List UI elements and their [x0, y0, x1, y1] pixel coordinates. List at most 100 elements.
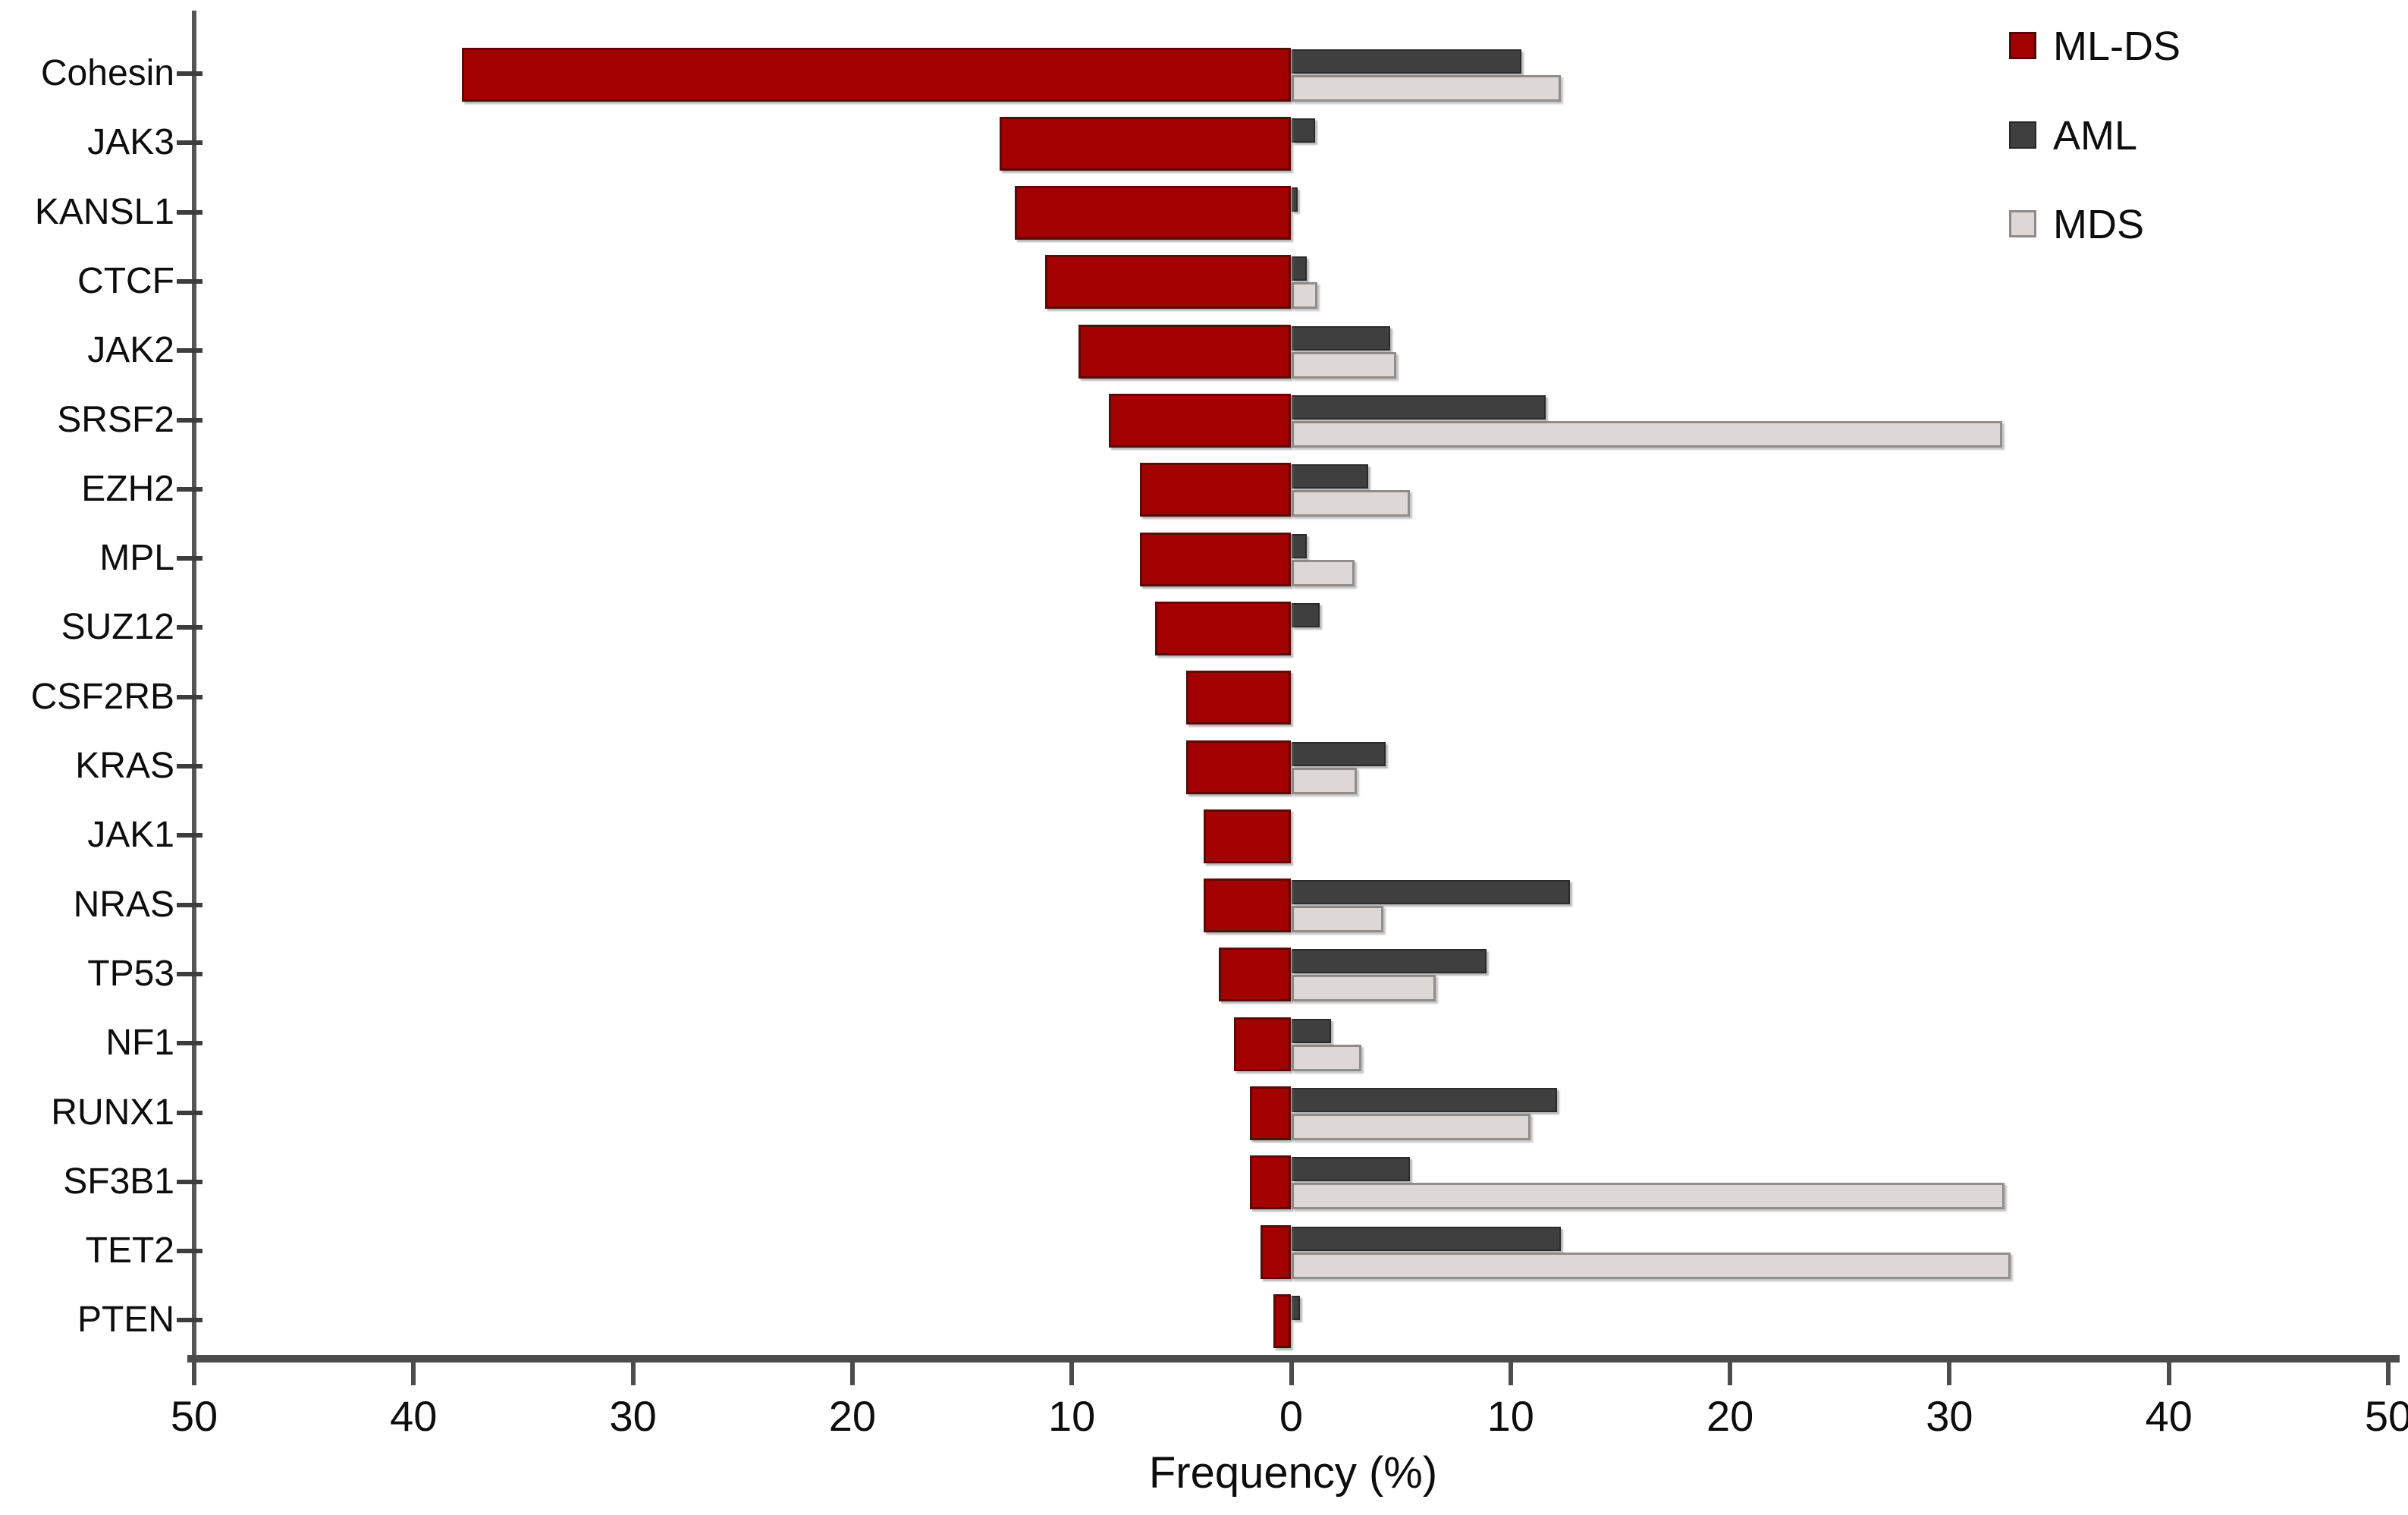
- x-tick-6: [1508, 1363, 1513, 1385]
- bar-mlds-csf2rb: [1185, 671, 1292, 725]
- bar-mlds-nras: [1203, 879, 1292, 933]
- gene-tick-csf2rb: [177, 694, 202, 699]
- row-kras: [194, 732, 2388, 801]
- row-ctcf: [194, 247, 2388, 316]
- row-sf3b1: [194, 1147, 2388, 1216]
- gene-label-jak2: JAK2: [87, 330, 174, 371]
- bar-mds-srsf2: [1291, 421, 2002, 448]
- row-csf2rb: [194, 662, 2388, 731]
- row-kansl1: [194, 178, 2388, 247]
- bar-aml-suz12: [1291, 602, 1320, 627]
- bar-mds-sf3b1: [1291, 1183, 2005, 1210]
- bar-mlds-tp53: [1219, 948, 1292, 1002]
- row-mpl: [194, 524, 2388, 593]
- bar-aml-tp53: [1291, 949, 1487, 974]
- gene-tick-nf1: [177, 1041, 202, 1046]
- plot-area: [194, 0, 2388, 1362]
- x-tick-4: [1069, 1363, 1075, 1385]
- bar-mds-kras: [1291, 767, 1358, 794]
- bar-aml-ctcf: [1291, 256, 1307, 281]
- gene-tick-tp53: [177, 971, 202, 976]
- bar-aml-jak3: [1291, 118, 1316, 143]
- bar-mlds-suz12: [1155, 601, 1292, 655]
- gene-tick-srsf2: [177, 417, 202, 423]
- row-ezh2: [194, 454, 2388, 523]
- legend-label-aml: AML: [2053, 112, 2138, 159]
- x-tick-label-9: 40: [2145, 1392, 2193, 1440]
- bar-mlds-srsf2: [1109, 394, 1292, 448]
- bar-mds-runx1: [1291, 1114, 1531, 1140]
- legend-swatch-aml: [2009, 121, 2036, 149]
- bar-aml-kansl1: [1291, 187, 1298, 212]
- gene-tick-mpl: [177, 556, 202, 561]
- bar-aml-nras: [1291, 880, 1570, 905]
- x-tick-label-3: 20: [828, 1392, 877, 1440]
- gene-tick-jak1: [177, 833, 202, 838]
- row-nras: [194, 870, 2388, 939]
- gene-tick-sf3b1: [177, 1179, 202, 1184]
- gene-label-tp53: TP53: [87, 953, 174, 994]
- bar-mlds-ctcf: [1045, 255, 1292, 310]
- x-tick-1: [411, 1363, 416, 1385]
- bar-mds-jak2: [1291, 351, 1397, 379]
- row-jak3: [194, 108, 2388, 178]
- row-jak2: [194, 316, 2388, 385]
- gene-label-srsf2: SRSF2: [57, 399, 174, 440]
- bar-mlds-nf1: [1234, 1017, 1292, 1071]
- bar-aml-jak2: [1291, 325, 1390, 350]
- bar-mds-tet2: [1291, 1252, 2011, 1279]
- x-tick-10: [2386, 1363, 2391, 1385]
- gene-label-tet2: TET2: [85, 1231, 174, 1271]
- gene-tick-suz12: [177, 625, 202, 630]
- bar-aml-tet2: [1291, 1226, 1562, 1251]
- bar-mds-ezh2: [1291, 490, 1410, 517]
- x-axis-line: [187, 1355, 2400, 1363]
- bar-aml-nf1: [1291, 1018, 1331, 1043]
- x-tick-label-8: 30: [1926, 1392, 1973, 1440]
- bar-aml-mpl: [1291, 533, 1307, 558]
- bar-aml-kras: [1291, 741, 1386, 766]
- x-tick-label-4: 10: [1048, 1392, 1096, 1440]
- x-axis-title: Frequency (%): [1148, 1448, 1438, 1498]
- gene-tick-runx1: [177, 1110, 202, 1115]
- gene-label-pten: PTEN: [77, 1300, 174, 1341]
- gene-label-csf2rb: CSF2RB: [30, 676, 174, 717]
- bar-mlds-jak2: [1078, 324, 1292, 379]
- bar-mds-nf1: [1291, 1044, 1362, 1071]
- bar-aml-pten: [1291, 1295, 1301, 1320]
- gene-tick-kras: [177, 764, 202, 769]
- x-tick-label-5: 0: [1279, 1392, 1304, 1440]
- legend-swatch-mds: [2009, 210, 2036, 237]
- gene-tick-tet2: [177, 1249, 202, 1254]
- x-tick-2: [630, 1363, 636, 1385]
- x-tick-3: [849, 1363, 855, 1385]
- gene-tick-ctcf: [177, 278, 202, 284]
- x-tick-9: [2166, 1363, 2171, 1385]
- gene-label-mpl: MPL: [99, 538, 174, 579]
- gene-tick-pten: [177, 1318, 202, 1323]
- gene-label-kansl1: KANSL1: [34, 191, 174, 232]
- x-tick-label-10: 50: [2364, 1392, 2408, 1440]
- x-tick-5: [1289, 1363, 1294, 1385]
- gene-label-jak1: JAK1: [87, 815, 174, 856]
- row-pten: [194, 1286, 2388, 1355]
- gene-tick-cohesin: [177, 71, 202, 76]
- bar-mds-mpl: [1291, 559, 1355, 586]
- legend-swatch-mlds: [2009, 32, 2036, 59]
- bar-mlds-kansl1: [1014, 186, 1292, 240]
- x-tick-label-0: 50: [170, 1392, 218, 1440]
- bar-mds-ctcf: [1291, 282, 1318, 310]
- row-cohesin: [194, 39, 2388, 108]
- gene-label-kras: KRAS: [75, 746, 174, 786]
- gene-tick-nras: [177, 902, 202, 907]
- x-tick-label-2: 30: [609, 1392, 657, 1440]
- row-tp53: [194, 939, 2388, 1008]
- bar-mds-tp53: [1291, 975, 1436, 1002]
- bar-aml-runx1: [1291, 1088, 1557, 1112]
- gene-tick-jak3: [177, 140, 202, 146]
- gene-label-jak3: JAK3: [87, 122, 174, 163]
- bar-mlds-kras: [1185, 740, 1292, 794]
- bar-mds-cohesin: [1291, 74, 1562, 102]
- bar-mlds-cohesin: [461, 47, 1292, 102]
